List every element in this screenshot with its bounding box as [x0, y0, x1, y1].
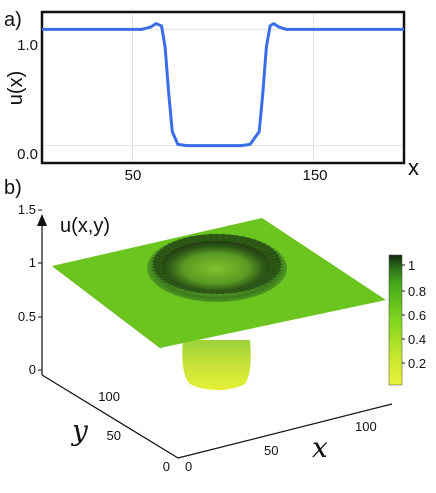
panel-a-xlabel: x	[408, 155, 419, 180]
rim-mesh-line	[248, 238, 257, 247]
x-tick-0: 0	[185, 459, 192, 474]
z-tick-1: 1	[29, 255, 36, 270]
rim-mesh-line	[196, 234, 201, 243]
panel-a-xtick-150: 150	[302, 167, 327, 184]
colorbar-tick-1: 1	[408, 258, 415, 273]
rim-mesh-line	[266, 251, 278, 257]
rim-mesh-line	[270, 266, 283, 269]
rim-mesh-line	[227, 290, 231, 295]
rim-mesh-line	[151, 266, 164, 269]
panel-b-ylabel: y	[70, 414, 89, 447]
rim-mesh-line	[209, 233, 212, 242]
rim-mesh-line	[178, 285, 186, 290]
panel-a-xtick-50: 50	[125, 167, 142, 184]
panel-b: b) u(x,y) 1.5 1 0.5 0 100 50 0 y 0 50 10…	[4, 177, 426, 474]
panel-b-label: b)	[4, 177, 22, 199]
rim-mesh-line	[151, 260, 164, 264]
rim-mesh-line	[243, 237, 251, 245]
rim-mesh-line	[163, 280, 174, 283]
rim-mesh-line	[260, 245, 271, 252]
rim-mesh-line	[183, 287, 191, 292]
rim-mesh-line	[163, 245, 174, 252]
surface-well	[182, 340, 251, 390]
colorbar-tick-0-4: 0.4	[408, 332, 426, 347]
colorbar-tick-0-6: 0.6	[408, 308, 426, 323]
rim-mesh-line	[172, 240, 182, 248]
panel-a-frame	[40, 10, 406, 165]
z-tick-0-5: 0.5	[18, 309, 36, 324]
y-tick-50: 50	[107, 428, 121, 443]
rim-mesh-line	[263, 278, 275, 280]
colorbar-tick-0-8: 0.8	[408, 284, 426, 299]
rim-mesh-line	[238, 288, 244, 293]
rim-mesh-line	[252, 240, 262, 248]
rim-mesh-line	[152, 270, 165, 272]
rim-mesh-line	[152, 257, 165, 262]
colorbar-tick-0-2: 0.2	[408, 356, 426, 371]
rim-mesh-line	[159, 248, 171, 254]
rim-mesh-line	[233, 234, 238, 243]
rim-mesh-line	[222, 290, 225, 295]
z-axis-ticks	[38, 209, 42, 371]
rim-mesh-line	[190, 288, 196, 293]
panel-a-ytick-1: 1.0	[17, 37, 38, 54]
panel-a-series-line	[42, 22, 404, 148]
x-axis-line	[177, 403, 393, 459]
rim-mesh-line	[159, 278, 171, 280]
z-tick-0: 0	[29, 362, 36, 377]
rim-mesh-line	[209, 290, 212, 295]
rim-mesh-line	[177, 238, 186, 247]
panel-a-label: a)	[4, 9, 22, 31]
rim-mesh-line	[203, 290, 207, 295]
x-tick-50: 50	[264, 443, 278, 458]
rim-mesh-line	[238, 235, 245, 244]
panel-a-ytick-0: 0.0	[17, 146, 38, 163]
rim-mesh-line	[183, 237, 191, 245]
rim-mesh-line	[257, 282, 267, 285]
rim-mesh-line	[260, 280, 271, 283]
rim-mesh-line	[167, 243, 178, 250]
rim-mesh-line	[154, 254, 166, 259]
surface-rim-mesh	[150, 233, 284, 295]
z-tick-1-5: 1.5	[18, 202, 36, 217]
y-axis-line	[41, 374, 179, 459]
surface-plane-edge	[52, 266, 162, 349]
rim-mesh-line	[172, 284, 181, 288]
panel-b-zlabel: u(x,y)	[60, 215, 110, 237]
rim-mesh-line	[270, 260, 283, 264]
rim-mesh-line	[269, 270, 282, 272]
panel-a: a) u(x) 1.0 0.0 50 150 x	[4, 9, 419, 184]
rim-mesh-line	[167, 282, 177, 285]
rim-mesh-line	[227, 233, 231, 242]
rim-mesh-line	[222, 233, 225, 242]
rim-mesh-line	[243, 287, 251, 292]
colorbar	[388, 254, 403, 386]
rim-mesh-line	[233, 289, 238, 294]
rim-mesh-line	[196, 289, 201, 294]
rim-mesh-line	[268, 254, 280, 259]
panel-b-xlabel: x	[312, 431, 328, 464]
x-tick-100: 100	[355, 419, 377, 434]
z-axis-arrow	[37, 214, 47, 226]
rim-mesh-line	[263, 248, 275, 254]
surface-hole	[162, 241, 270, 291]
rim-mesh-line	[253, 284, 262, 288]
panel-a-ylabel: u(x)	[5, 71, 27, 105]
y-tick-0: 0	[163, 459, 170, 474]
rim-mesh-line	[270, 263, 284, 267]
rim-mesh-line	[150, 263, 164, 267]
rim-mesh-line	[248, 285, 256, 290]
colorbar-ticks	[402, 264, 405, 364]
rim-mesh-line	[269, 257, 282, 262]
y-tick-100: 100	[98, 389, 120, 404]
rim-mesh-line	[189, 235, 196, 244]
rim-mesh-line	[203, 233, 207, 242]
rim-mesh-line	[156, 251, 168, 257]
rim-mesh-line	[256, 243, 267, 250]
